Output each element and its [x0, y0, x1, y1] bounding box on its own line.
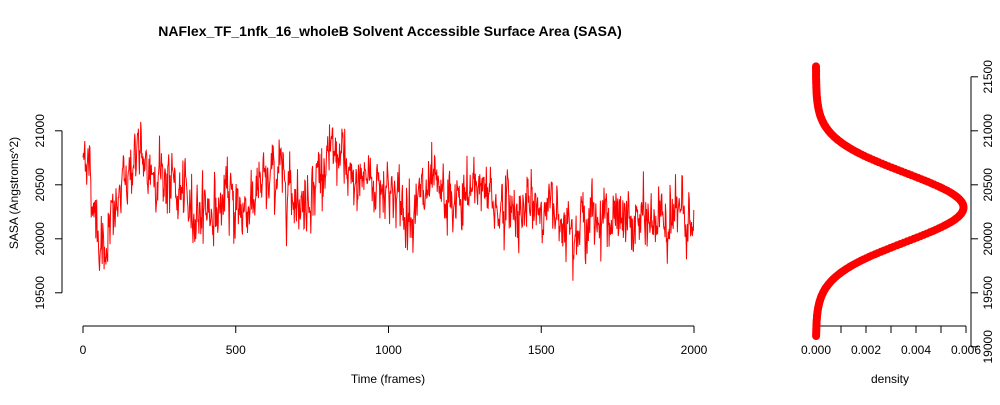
- density-x-axis-label: density: [871, 372, 909, 386]
- density-y-tick-label: 21000: [981, 114, 995, 148]
- y-tick-label: 19500: [33, 276, 47, 310]
- density-layer: [812, 62, 968, 340]
- density-y-tick-label: 21500: [981, 60, 995, 94]
- density-y-tick-label: 20000: [981, 222, 995, 256]
- axes-layer: 0 500 1000 1500 2000 19500 20000 20500 21000 0.00…: [33, 60, 995, 364]
- x-tick-label: 0: [80, 343, 87, 357]
- series-layer: [82, 121, 695, 281]
- density-x-tick-label: 0.004: [901, 343, 931, 357]
- chart-title: NAFlex_TF_1nfk_16_wholeB Solvent Accessi…: [158, 23, 621, 39]
- density-y-tick-label: 19000: [981, 330, 995, 364]
- density-y-tick-label: 20500: [981, 168, 995, 202]
- y-tick-label: 20500: [33, 168, 47, 202]
- density-x-tick-label: 0.000: [801, 343, 831, 357]
- density-x-tick-label: 0.002: [851, 343, 881, 357]
- x-tick-label: 1000: [375, 343, 402, 357]
- sasa-series-line: [82, 121, 695, 281]
- x-tick-label: 2000: [681, 343, 708, 357]
- x-tick-label: 1500: [528, 343, 555, 357]
- x-tick-label: 500: [226, 343, 246, 357]
- y-axis-label: SASA (Angstroms^2): [7, 137, 21, 249]
- density-x-tick-label: 0.006: [951, 343, 981, 357]
- x-axis-label: Time (frames): [351, 372, 425, 386]
- density-y-tick-label: 19500: [981, 276, 995, 310]
- y-tick-label: 20000: [33, 222, 47, 256]
- density-point: [812, 62, 820, 71]
- y-tick-label: 21000: [33, 114, 47, 148]
